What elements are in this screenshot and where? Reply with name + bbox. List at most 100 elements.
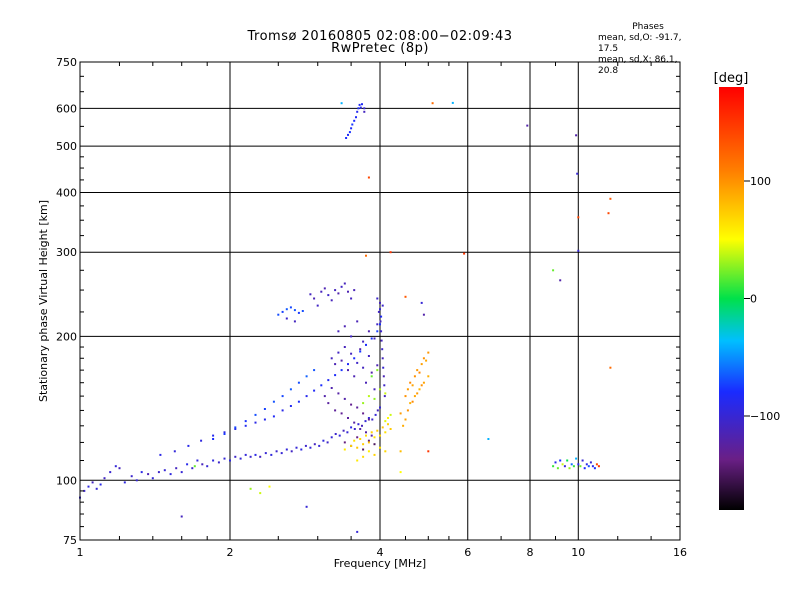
data-point [370, 434, 373, 437]
data-point [589, 461, 592, 464]
data-point [275, 450, 278, 453]
data-point [373, 453, 376, 456]
data-point [416, 369, 419, 372]
data-point [418, 371, 421, 374]
data-point [593, 467, 596, 470]
data-point [379, 323, 381, 326]
y-tick-label: 100 [56, 474, 77, 487]
data-point [285, 308, 288, 311]
data-point [577, 216, 580, 219]
data-point [350, 127, 353, 130]
data-point [239, 457, 242, 460]
data-point [285, 448, 288, 451]
y-tick-label: 300 [56, 246, 77, 259]
data-point [487, 438, 490, 440]
data-point [244, 420, 247, 423]
data-point [427, 375, 430, 378]
data-point [327, 402, 330, 405]
data-point [244, 453, 247, 456]
data-point [376, 330, 379, 333]
data-point [353, 119, 356, 122]
data-point [431, 102, 434, 105]
data-point [254, 421, 257, 424]
data-point [384, 392, 387, 395]
data-point [313, 443, 316, 446]
colorbar [719, 87, 744, 510]
data-point [373, 436, 376, 439]
data-point [180, 471, 183, 474]
data-point [367, 418, 370, 421]
data-point [353, 421, 356, 424]
data-point [359, 438, 362, 440]
y-axis-label: Stationary phase Virtual Height [km] [37, 200, 50, 402]
data-point [399, 450, 402, 453]
data-point [264, 452, 267, 455]
data-point [323, 395, 326, 398]
data-point [130, 475, 133, 478]
data-point [365, 381, 367, 384]
data-point [585, 463, 588, 466]
data-point [377, 310, 380, 313]
data-point [334, 289, 337, 292]
data-point [404, 395, 407, 398]
colorbar-tick-label: 100 [750, 175, 771, 188]
data-point [234, 455, 237, 458]
data-point [370, 337, 373, 340]
data-point [404, 295, 407, 298]
data-point [376, 409, 379, 412]
data-point [365, 431, 367, 434]
phase-stats-o: mean, sd,O: -91.7, 17.5 [598, 33, 682, 54]
data-point [359, 106, 362, 109]
data-point [244, 424, 247, 427]
data-point [147, 473, 150, 476]
data-point [254, 453, 257, 456]
data-point [451, 101, 454, 104]
y-tick-label: 400 [56, 186, 77, 199]
data-point [217, 461, 220, 464]
data-point [367, 439, 370, 442]
data-point [323, 287, 326, 290]
data-point [370, 431, 373, 434]
data-point [570, 463, 573, 466]
data-point [342, 429, 345, 432]
data-point [272, 400, 275, 403]
data-point [348, 131, 351, 134]
data-point [389, 413, 392, 416]
data-point [83, 489, 86, 492]
data-point [367, 330, 370, 333]
data-point [99, 483, 102, 486]
data-point [281, 395, 284, 398]
data-point [330, 357, 333, 360]
data-point [367, 417, 370, 419]
data-point [337, 351, 340, 354]
grid-lines [80, 62, 680, 540]
data-point [277, 313, 280, 316]
data-point [556, 467, 559, 470]
data-point [334, 409, 337, 412]
data-point [320, 384, 323, 387]
data-point [382, 366, 385, 369]
data-point [389, 428, 392, 430]
axes: 1 2 4 6 8 10 16 75 100 200 300 400 500 600 750 [56, 56, 687, 559]
data-point [290, 450, 293, 453]
data-point [347, 363, 349, 366]
data-point [381, 348, 384, 351]
data-point [357, 423, 360, 426]
data-point [411, 384, 414, 387]
data-point [559, 279, 562, 282]
data-point [411, 400, 414, 403]
data-point [370, 371, 373, 374]
data-point [316, 304, 319, 307]
data-point [591, 465, 594, 468]
data-point [575, 134, 578, 137]
data-point [581, 459, 584, 462]
data-point [135, 479, 138, 482]
data-point [297, 381, 300, 384]
data-point [609, 366, 612, 369]
data-point [263, 408, 266, 410]
data-point [223, 431, 226, 434]
data-point [346, 431, 349, 434]
data-point [379, 308, 381, 311]
data-point [320, 290, 323, 293]
data-point [340, 102, 343, 105]
